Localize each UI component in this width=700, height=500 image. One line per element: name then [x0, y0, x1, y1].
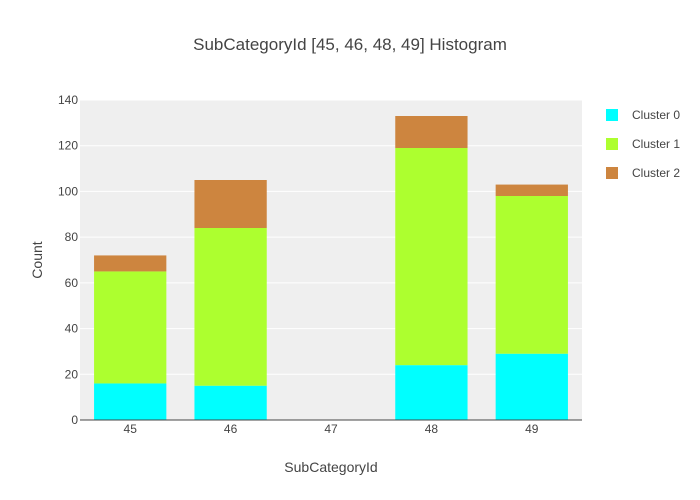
- x-tick-label-45: 45: [124, 422, 138, 436]
- legend-item-cluster-2[interactable]: Cluster 2: [606, 166, 680, 180]
- bar-46-cluster-1: [194, 228, 267, 386]
- x-tick-label-48: 48: [425, 422, 439, 436]
- y-tick-label-120: 120: [58, 139, 78, 153]
- legend-swatch-cluster-2: [606, 167, 618, 179]
- legend-label-cluster-2: Cluster 2: [632, 166, 680, 180]
- legend-swatch-cluster-1: [606, 138, 618, 150]
- bar-45-cluster-1: [94, 271, 167, 384]
- x-tick-labels: 45 46 47 48 49: [124, 422, 539, 436]
- bar-49-cluster-1: [495, 196, 568, 354]
- legend: Cluster 0 Cluster 1 Cluster 2: [606, 108, 680, 180]
- legend-item-cluster-0[interactable]: Cluster 0: [606, 108, 680, 122]
- y-tick-label-20: 20: [65, 367, 79, 381]
- y-tick-label-60: 60: [65, 276, 79, 290]
- x-tick-label-47: 47: [324, 422, 338, 436]
- bar-48-cluster-2: [395, 116, 468, 148]
- x-axis-title: SubCategoryId: [284, 459, 377, 475]
- legend-label-cluster-0: Cluster 0: [632, 108, 680, 122]
- bar-48-cluster-0: [395, 365, 468, 420]
- x-tick-label-46: 46: [224, 422, 238, 436]
- bar-49-cluster-0: [495, 353, 568, 420]
- legend-label-cluster-1: Cluster 1: [632, 137, 680, 151]
- bar-48-cluster-1: [395, 148, 468, 366]
- bar-49-cluster-2: [495, 184, 568, 196]
- y-axis-title: Count: [29, 241, 45, 278]
- y-tick-labels: 0 20 40 60 80 100 120 140: [58, 93, 78, 427]
- x-tick-label-49: 49: [525, 422, 539, 436]
- y-tick-label-40: 40: [65, 322, 79, 336]
- bar-46-cluster-0: [194, 385, 267, 420]
- y-tick-label-80: 80: [65, 230, 79, 244]
- legend-swatch-cluster-0: [606, 109, 618, 121]
- y-tick-label-100: 100: [58, 184, 78, 198]
- bars: [94, 116, 568, 420]
- legend-item-cluster-1[interactable]: Cluster 1: [606, 137, 680, 151]
- bar-45-cluster-0: [94, 383, 167, 420]
- y-tick-label-140: 140: [58, 93, 78, 107]
- y-tick-label-0: 0: [71, 413, 78, 427]
- bar-46-cluster-2: [194, 180, 267, 228]
- bar-45-cluster-2: [94, 255, 167, 272]
- chart-title: SubCategoryId [45, 46, 48, 49] Histogram: [193, 35, 507, 54]
